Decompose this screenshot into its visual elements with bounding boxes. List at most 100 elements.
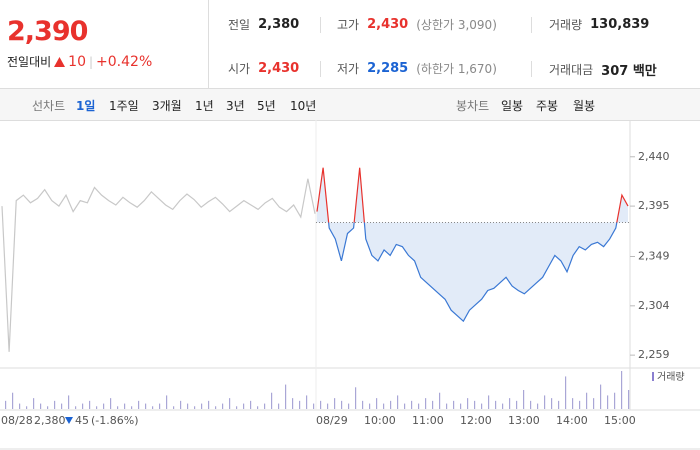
- tab[interactable]: 3년: [226, 99, 245, 113]
- tab-group-label: 봉차트: [456, 99, 490, 113]
- stat-value: 307 백만: [601, 64, 657, 79]
- volume-bar: [502, 403, 504, 409]
- volume-bar: [593, 398, 595, 409]
- volume-bar: [551, 398, 553, 409]
- volume-bar: [33, 398, 35, 409]
- y-tick-label: 2,304: [638, 299, 670, 312]
- stat: 거래량 130,839: [549, 16, 649, 33]
- volume-bar: [565, 376, 567, 409]
- volume-bar: [334, 398, 336, 409]
- volume-bar: [264, 403, 266, 409]
- volume-bar: [341, 400, 343, 409]
- change-rate: +0.42%: [96, 53, 153, 70]
- stat: 저가 2,285 (하한가 1,670): [337, 60, 497, 77]
- volume-bar: [390, 400, 392, 409]
- divider: [320, 61, 321, 77]
- volume-bar: [320, 400, 322, 409]
- volume-bar: [145, 403, 147, 409]
- x-tick-label: 14:00: [556, 414, 588, 427]
- volume-bar: [208, 400, 210, 409]
- volume-bar: [453, 400, 455, 409]
- stat-value: 2,380: [258, 17, 300, 32]
- tab[interactable]: 월봉: [573, 99, 596, 113]
- volume-bar: [229, 398, 231, 409]
- volume-bar: [110, 398, 112, 409]
- volume-bar: [516, 400, 518, 409]
- volume-bar: [376, 398, 378, 409]
- volume-bar: [474, 400, 476, 409]
- volume-bar: [96, 406, 98, 409]
- divider: [531, 61, 532, 77]
- volume-bar: [628, 390, 630, 409]
- volume-bar: [355, 387, 357, 409]
- stat-label: 시가: [228, 62, 251, 76]
- volume-bar: [138, 400, 140, 409]
- volume-bar: [530, 400, 532, 409]
- volume-bar: [222, 403, 224, 409]
- volume-bar: [404, 403, 406, 409]
- volume-bar: [61, 403, 63, 409]
- volume-bar: [600, 384, 602, 409]
- volume-bar: [292, 398, 294, 409]
- stat-label: 전일: [228, 18, 251, 32]
- volume-bar: [82, 403, 84, 409]
- tab-group-label: 선차트: [32, 99, 66, 113]
- tab-bar: 선차트 봉차트 1일 1주일 3개월 1년 3년 5년 10년 일봉 주봉 월봉: [0, 89, 700, 121]
- volume-bar: [607, 395, 609, 409]
- volume-bar: [397, 395, 399, 409]
- stat-label: 거래대금: [549, 63, 594, 77]
- sep: |: [89, 54, 94, 69]
- legend-label: 거래량: [657, 371, 685, 383]
- stat-value: 2,430: [258, 61, 300, 76]
- tab[interactable]: 1일: [76, 99, 96, 113]
- volume-bar: [488, 395, 490, 409]
- y-tick-label: 2,395: [638, 199, 670, 212]
- volume-bar: [446, 403, 448, 409]
- volume-bar: [285, 384, 287, 409]
- tab[interactable]: 주봉: [536, 99, 559, 113]
- volume-bar: [621, 371, 623, 409]
- volume-bar: [327, 403, 329, 409]
- stat-label: 거래량: [549, 18, 583, 32]
- divider: [320, 17, 321, 33]
- volume-bar: [152, 406, 154, 409]
- summary-rate: (-1.86%): [91, 414, 139, 427]
- change: 전일대비 10 | +0.42%: [7, 53, 152, 70]
- volume-bar: [250, 400, 252, 409]
- legend-swatch: [652, 372, 654, 381]
- change-value: 10: [68, 53, 86, 70]
- chart: 2,440 2,395 2,349 2,304 2,259 거래량 08/28 08/29 10…: [0, 120, 700, 450]
- volume-bar: [257, 406, 259, 409]
- tab[interactable]: 10년: [290, 99, 317, 113]
- summary-close: 2,380: [34, 414, 66, 427]
- volume-bar: [558, 400, 560, 409]
- tab[interactable]: 1주일: [109, 99, 139, 113]
- y-tick-label: 2,440: [638, 150, 670, 163]
- volume-bar: [614, 392, 616, 409]
- volume-bar: [166, 395, 168, 409]
- volume-bar: [5, 400, 7, 409]
- volume-bar: [194, 406, 196, 409]
- volume-bar: [124, 403, 126, 409]
- quote-header: 2,390 전일대비 10 | +0.42% 전일 2,380 고가 2,430 (상…: [0, 0, 700, 89]
- volume-bar: [40, 403, 42, 409]
- volume-bar: [187, 403, 189, 409]
- volume-bar: [411, 400, 413, 409]
- tab[interactable]: 5년: [257, 99, 276, 113]
- stat: 전일 2,380: [228, 16, 299, 33]
- x-tick-label: 15:00: [604, 414, 636, 427]
- price: 2,390: [7, 16, 88, 47]
- stat-note: (상한가 3,090): [416, 18, 497, 32]
- tab[interactable]: 1년: [195, 99, 214, 113]
- y-tick-label: 2,259: [638, 348, 670, 361]
- change-label: 전일대비: [7, 55, 52, 69]
- down-icon: [65, 417, 73, 424]
- up-icon: [54, 56, 66, 67]
- volume-bar: [481, 403, 483, 409]
- volume-bar: [348, 403, 350, 409]
- volume-bar: [572, 398, 574, 409]
- volume-bar: [586, 392, 588, 409]
- tab[interactable]: 3개월: [152, 99, 182, 113]
- tab[interactable]: 일봉: [501, 99, 524, 113]
